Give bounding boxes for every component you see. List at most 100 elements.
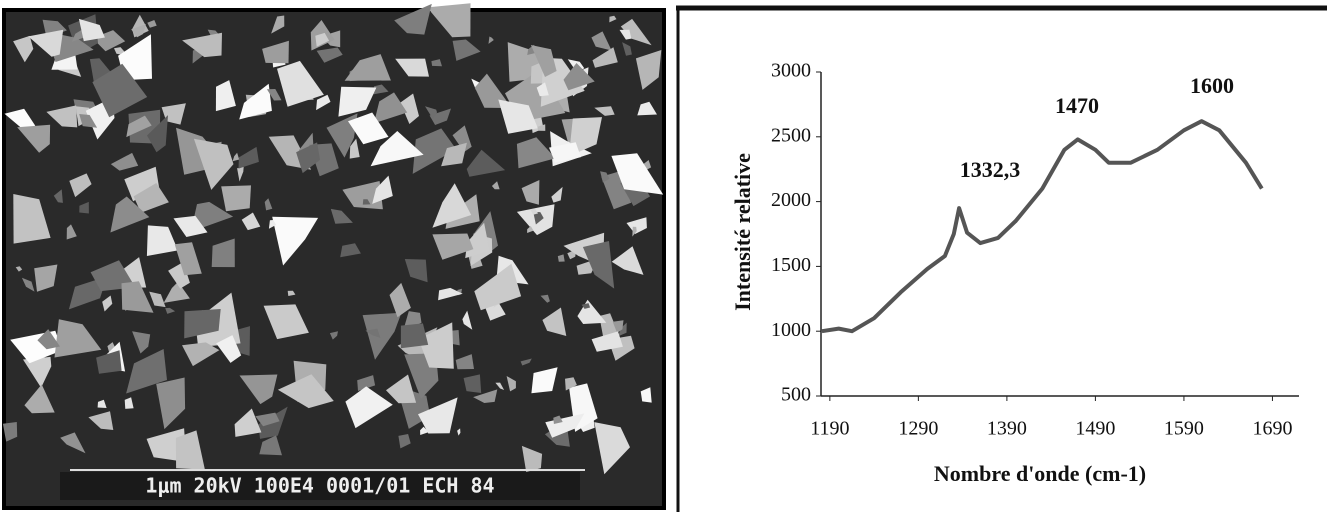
crystal bbox=[530, 45, 557, 77]
crystal bbox=[165, 307, 176, 314]
crystal bbox=[619, 29, 632, 40]
crystal bbox=[277, 60, 324, 107]
crystal bbox=[92, 63, 148, 118]
crystal bbox=[520, 358, 532, 366]
crystal bbox=[348, 112, 389, 145]
crystal bbox=[488, 36, 494, 44]
crystal bbox=[271, 15, 285, 34]
crystal bbox=[506, 376, 516, 392]
crystal bbox=[79, 201, 89, 214]
crystal bbox=[398, 434, 411, 449]
crystal bbox=[362, 312, 402, 360]
crystal bbox=[132, 331, 151, 354]
caption-bar bbox=[60, 472, 580, 500]
crystal bbox=[24, 384, 55, 414]
crystal bbox=[370, 131, 424, 167]
crystal bbox=[530, 208, 539, 215]
crystal bbox=[620, 18, 652, 46]
x-tick-label: 1190 bbox=[810, 418, 849, 440]
crystal bbox=[425, 106, 437, 119]
crystal bbox=[581, 303, 591, 309]
crystal bbox=[121, 281, 154, 313]
crystal bbox=[565, 377, 577, 391]
crystal bbox=[13, 194, 51, 244]
crystal bbox=[237, 166, 244, 182]
crystal bbox=[498, 99, 538, 134]
crystal bbox=[531, 367, 558, 394]
crystal bbox=[474, 263, 522, 311]
crystal bbox=[238, 146, 259, 169]
crystal bbox=[349, 138, 360, 159]
crystal bbox=[549, 142, 581, 163]
peak-label: 1332,3 bbox=[960, 157, 1021, 182]
crystal bbox=[53, 189, 63, 203]
crystal bbox=[594, 422, 630, 475]
crystal bbox=[626, 217, 647, 234]
crystal bbox=[97, 399, 107, 408]
crystal bbox=[234, 408, 262, 437]
crystal bbox=[345, 386, 393, 429]
crystal bbox=[268, 220, 277, 229]
crystal bbox=[296, 142, 320, 174]
crystal bbox=[21, 277, 35, 292]
crystal bbox=[102, 295, 113, 312]
crystal bbox=[553, 415, 563, 424]
crystal bbox=[239, 374, 278, 405]
crystal bbox=[431, 59, 442, 67]
crystal bbox=[432, 233, 474, 260]
y-tick-label: 2500 bbox=[771, 124, 811, 146]
crystal bbox=[452, 39, 481, 61]
crystal bbox=[533, 211, 544, 225]
crystal bbox=[395, 58, 429, 77]
crystal bbox=[386, 374, 417, 404]
crystal bbox=[540, 294, 550, 303]
crystal bbox=[89, 58, 111, 86]
crystal bbox=[330, 208, 353, 224]
crystal bbox=[146, 225, 178, 256]
crystal bbox=[163, 281, 190, 303]
spectrum-line bbox=[821, 119, 1264, 334]
x-axis-title: Nombre d'onde (cm-1) bbox=[934, 461, 1146, 486]
crystal bbox=[551, 186, 563, 203]
crystal bbox=[611, 153, 664, 195]
crystal bbox=[340, 243, 361, 258]
x-tick-label: 1690 bbox=[1252, 418, 1292, 440]
crystal bbox=[618, 322, 627, 337]
crystal bbox=[536, 82, 549, 97]
crystal bbox=[266, 89, 282, 101]
crystal bbox=[262, 40, 289, 64]
crystal bbox=[365, 328, 381, 338]
crystal bbox=[66, 224, 77, 240]
sem-texture bbox=[2, 3, 664, 475]
crystal bbox=[259, 435, 282, 456]
crystal bbox=[316, 47, 343, 63]
crystal bbox=[96, 350, 122, 374]
crystal bbox=[315, 32, 330, 47]
crystal bbox=[473, 389, 498, 403]
crystal bbox=[133, 183, 169, 213]
crystal bbox=[182, 342, 220, 367]
crystal bbox=[545, 413, 585, 438]
crystal bbox=[126, 349, 167, 394]
crystal bbox=[272, 216, 319, 266]
crystal bbox=[635, 50, 662, 90]
crystal bbox=[400, 93, 419, 124]
crystal bbox=[394, 3, 432, 35]
crystal bbox=[600, 171, 610, 183]
crystal bbox=[17, 124, 51, 153]
crystal bbox=[241, 212, 261, 231]
crystal bbox=[173, 215, 208, 237]
crystal bbox=[537, 124, 546, 131]
crystal bbox=[438, 287, 463, 301]
crystal bbox=[54, 319, 102, 358]
y-tick-label: 2000 bbox=[771, 189, 811, 211]
crystal bbox=[591, 31, 612, 51]
crystal bbox=[612, 320, 624, 333]
y-tick-label: 1000 bbox=[771, 319, 811, 341]
crystal bbox=[357, 375, 376, 391]
crystal bbox=[118, 34, 152, 81]
crystal bbox=[373, 84, 389, 95]
crystal bbox=[429, 108, 451, 125]
